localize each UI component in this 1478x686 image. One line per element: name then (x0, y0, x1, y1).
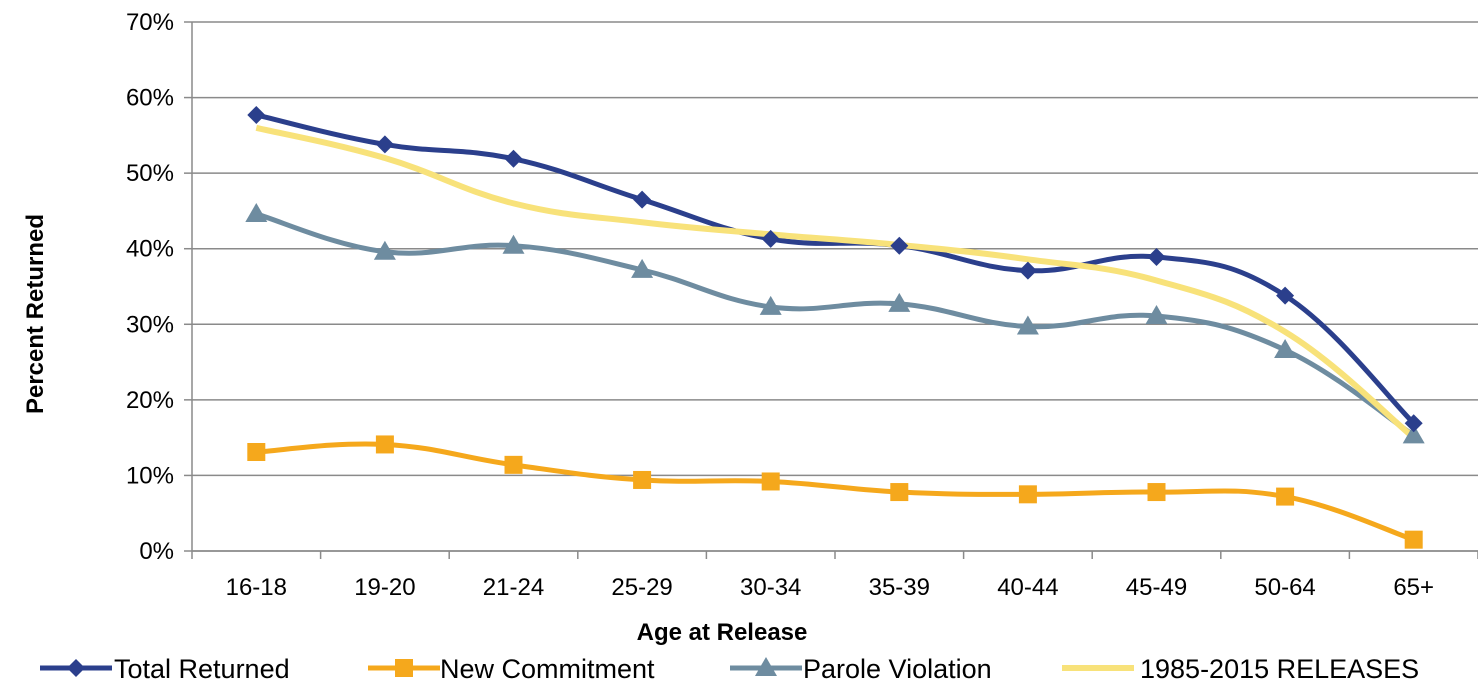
data-point-total-returned (761, 229, 780, 248)
series-line-total-returned (255, 112, 1416, 426)
series-line-1985-2015-releases (255, 124, 1416, 440)
x-tick-label: 50-64 (1254, 574, 1315, 601)
y-tick-label: 20% (126, 387, 174, 414)
y-tick-label: 40% (126, 236, 174, 263)
data-point-total-returned (247, 105, 266, 124)
data-point-new-commitment (504, 455, 523, 474)
y-axis-title: Percent Returned (22, 214, 49, 414)
data-point-parole-violation (1274, 338, 1297, 358)
legend-label: Total Returned (114, 654, 290, 684)
data-point-total-returned (890, 236, 909, 255)
data-point-parole-violation (502, 234, 525, 254)
data-point-total-returned (1276, 286, 1295, 305)
series-line-new-commitment (256, 441, 1415, 543)
legend: Total Returned New Commitment Parole Viola… (40, 654, 1419, 684)
data-point-parole-violation (888, 292, 911, 312)
data-point-new-commitment (633, 470, 652, 489)
y-tick-label: 50% (126, 160, 174, 187)
data-point-total-returned (504, 149, 523, 168)
data-point-new-commitment (761, 472, 780, 491)
data-point-total-returned (633, 190, 652, 209)
series-line-parole-violation (255, 211, 1416, 438)
data-point-parole-violation (245, 202, 268, 222)
x-tick-label: 16-18 (226, 574, 287, 601)
x-tick-label: 19-20 (354, 574, 415, 601)
x-tick-label: 65+ (1393, 574, 1434, 601)
data-point-new-commitment (1276, 487, 1295, 506)
y-tick-label: 30% (126, 311, 174, 338)
legend-item-new-commitment: New Commitment (368, 654, 655, 684)
legend-item-1985-2015-releases: 1985-2015 RELEASES (1062, 654, 1419, 684)
y-tick-label: 70% (126, 9, 174, 36)
data-point-new-commitment (1018, 485, 1037, 504)
x-tick-label: 21-24 (483, 574, 544, 601)
legend-label: Parole Violation (803, 654, 992, 684)
y-tick-label: 10% (126, 462, 174, 489)
data-point-total-returned (1018, 261, 1037, 280)
data-point-parole-violation (631, 258, 654, 278)
y-tick-label: 0% (139, 538, 174, 565)
data-point-parole-violation (1402, 424, 1425, 444)
legend-marker (67, 659, 85, 677)
series-lines (255, 112, 1416, 543)
x-tick-label: 30-34 (740, 574, 801, 601)
data-point-new-commitment (247, 443, 266, 462)
data-point-total-returned (1404, 414, 1423, 433)
x-tick-label: 40-44 (997, 574, 1058, 601)
data-point-total-returned (1147, 248, 1166, 267)
y-tick-label: 60% (126, 85, 174, 112)
axes (184, 21, 1478, 559)
data-point-parole-violation (373, 240, 396, 260)
data-point-parole-violation (1145, 304, 1168, 324)
x-tick-label: 35-39 (869, 574, 930, 601)
data-point-new-commitment (1404, 530, 1423, 549)
legend-marker (395, 659, 413, 677)
data-point-parole-violation (1016, 315, 1039, 335)
y-tick-labels: 0% 10% 20% 30% 40% 50% 60% 70% (126, 9, 174, 565)
x-tick-labels: 16-18 19-20 21-24 25-29 30-34 35-39 40-44 45-49… (226, 574, 1434, 601)
data-point-new-commitment (890, 483, 909, 502)
legend-marker (755, 657, 777, 676)
x-axis-title: Age at Release (637, 619, 808, 646)
data-point-parole-violation (759, 295, 782, 315)
legend-label: New Commitment (440, 654, 655, 684)
x-tick-label: 45-49 (1126, 574, 1187, 601)
legend-item-parole-violation: Parole Violation (730, 654, 992, 684)
data-point-new-commitment (1147, 483, 1166, 502)
legend-label: 1985-2015 RELEASES (1140, 654, 1419, 684)
series-markers (245, 105, 1425, 549)
data-point-total-returned (375, 135, 394, 154)
gridlines (192, 21, 1478, 552)
x-tick-label: 25-29 (611, 574, 672, 601)
data-point-new-commitment (375, 435, 394, 454)
legend-item-total-returned: Total Returned (40, 654, 290, 684)
